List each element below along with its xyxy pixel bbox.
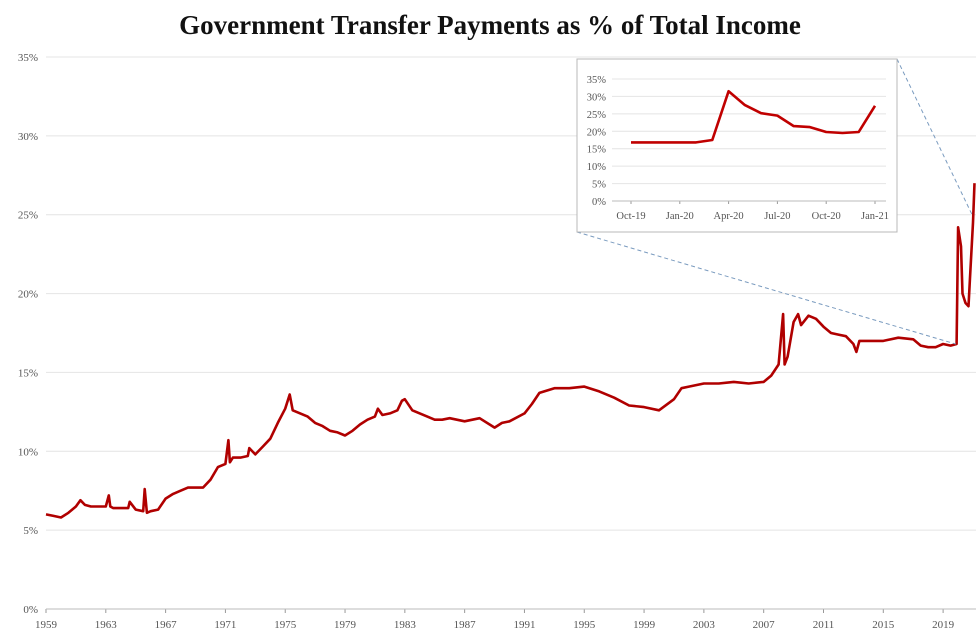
main-x-tick-label: 1979 [334, 619, 357, 631]
main-x-tick-label: 2015 [872, 619, 895, 631]
inset-y-tick-label: 10% [587, 162, 607, 173]
inset-y-axis-ticks: 0% 5% 10% 15% 20% 25% 30% 35% [587, 75, 607, 208]
main-x-tick-label: 1987 [454, 619, 477, 631]
inset-frame [576, 58, 898, 233]
main-y-tick-label: 15% [18, 367, 38, 379]
inset-series-line [631, 89, 877, 144]
inset-y-tick-label: 20% [587, 127, 607, 138]
inset-chart: 0% 5% 10% 15% 20% 25% 30% 35% Oct-19 Jan-20 Apr-2… [576, 58, 898, 233]
main-y-tick-label: 35% [18, 52, 38, 64]
inset-x-tick-label: Oct-19 [616, 211, 645, 222]
inset-y-tick-label: 35% [587, 75, 607, 86]
main-y-tick-label: 20% [18, 289, 38, 301]
inset-y-tick-label: 0% [592, 197, 606, 208]
main-x-tick-label: 1975 [274, 619, 297, 631]
main-series-line [45, 183, 976, 519]
main-x-tick-label: 1963 [95, 619, 118, 631]
main-x-tick-label: 2003 [693, 619, 716, 631]
inset-y-tick-label: 25% [587, 110, 607, 121]
main-x-tick-label: 1967 [155, 619, 178, 631]
main-x-tick-label: 2011 [813, 619, 835, 631]
main-x-tick-label: 1983 [394, 619, 417, 631]
inset-y-tick-label: 30% [587, 92, 607, 103]
chart-title: Government Transfer Payments as % of Tot… [179, 10, 801, 40]
inset-x-tick-label: Apr-20 [714, 211, 744, 222]
main-x-axis-ticks: 1959 1963 1967 1971 1975 1979 1983 1987 1991 1995… [35, 609, 955, 631]
main-x-tick-label: 1959 [35, 619, 58, 631]
inset-y-tick-label: 5% [592, 180, 606, 191]
inset-x-tick-label: Jan-21 [861, 211, 889, 222]
main-x-tick-label: 1991 [513, 619, 535, 631]
main-x-tick-label: 2019 [932, 619, 955, 631]
main-y-tick-label: 30% [18, 131, 38, 143]
main-x-tick-label: 1995 [573, 619, 596, 631]
main-x-tick-label: 1971 [214, 619, 236, 631]
connector-line-lower [576, 231, 956, 345]
connector-line-upper [896, 58, 974, 217]
main-y-tick-label: 10% [18, 446, 38, 458]
inset-x-tick-label: Oct-20 [812, 211, 841, 222]
main-y-tick-label: 0% [23, 604, 38, 616]
inset-x-tick-label: Jan-20 [666, 211, 694, 222]
main-y-tick-label: 5% [23, 525, 38, 537]
main-x-tick-label: 1999 [633, 619, 656, 631]
inset-gridlines [612, 78, 886, 185]
main-x-tick-label: 2007 [753, 619, 776, 631]
inset-y-tick-label: 15% [587, 145, 607, 156]
inset-x-tick-label: Jul-20 [764, 211, 790, 222]
main-y-tick-label: 25% [18, 210, 38, 222]
main-y-axis-ticks: 0% 5% 10% 15% 20% 25% 30% 35% [18, 52, 38, 616]
inset-connector-lines [576, 58, 974, 345]
